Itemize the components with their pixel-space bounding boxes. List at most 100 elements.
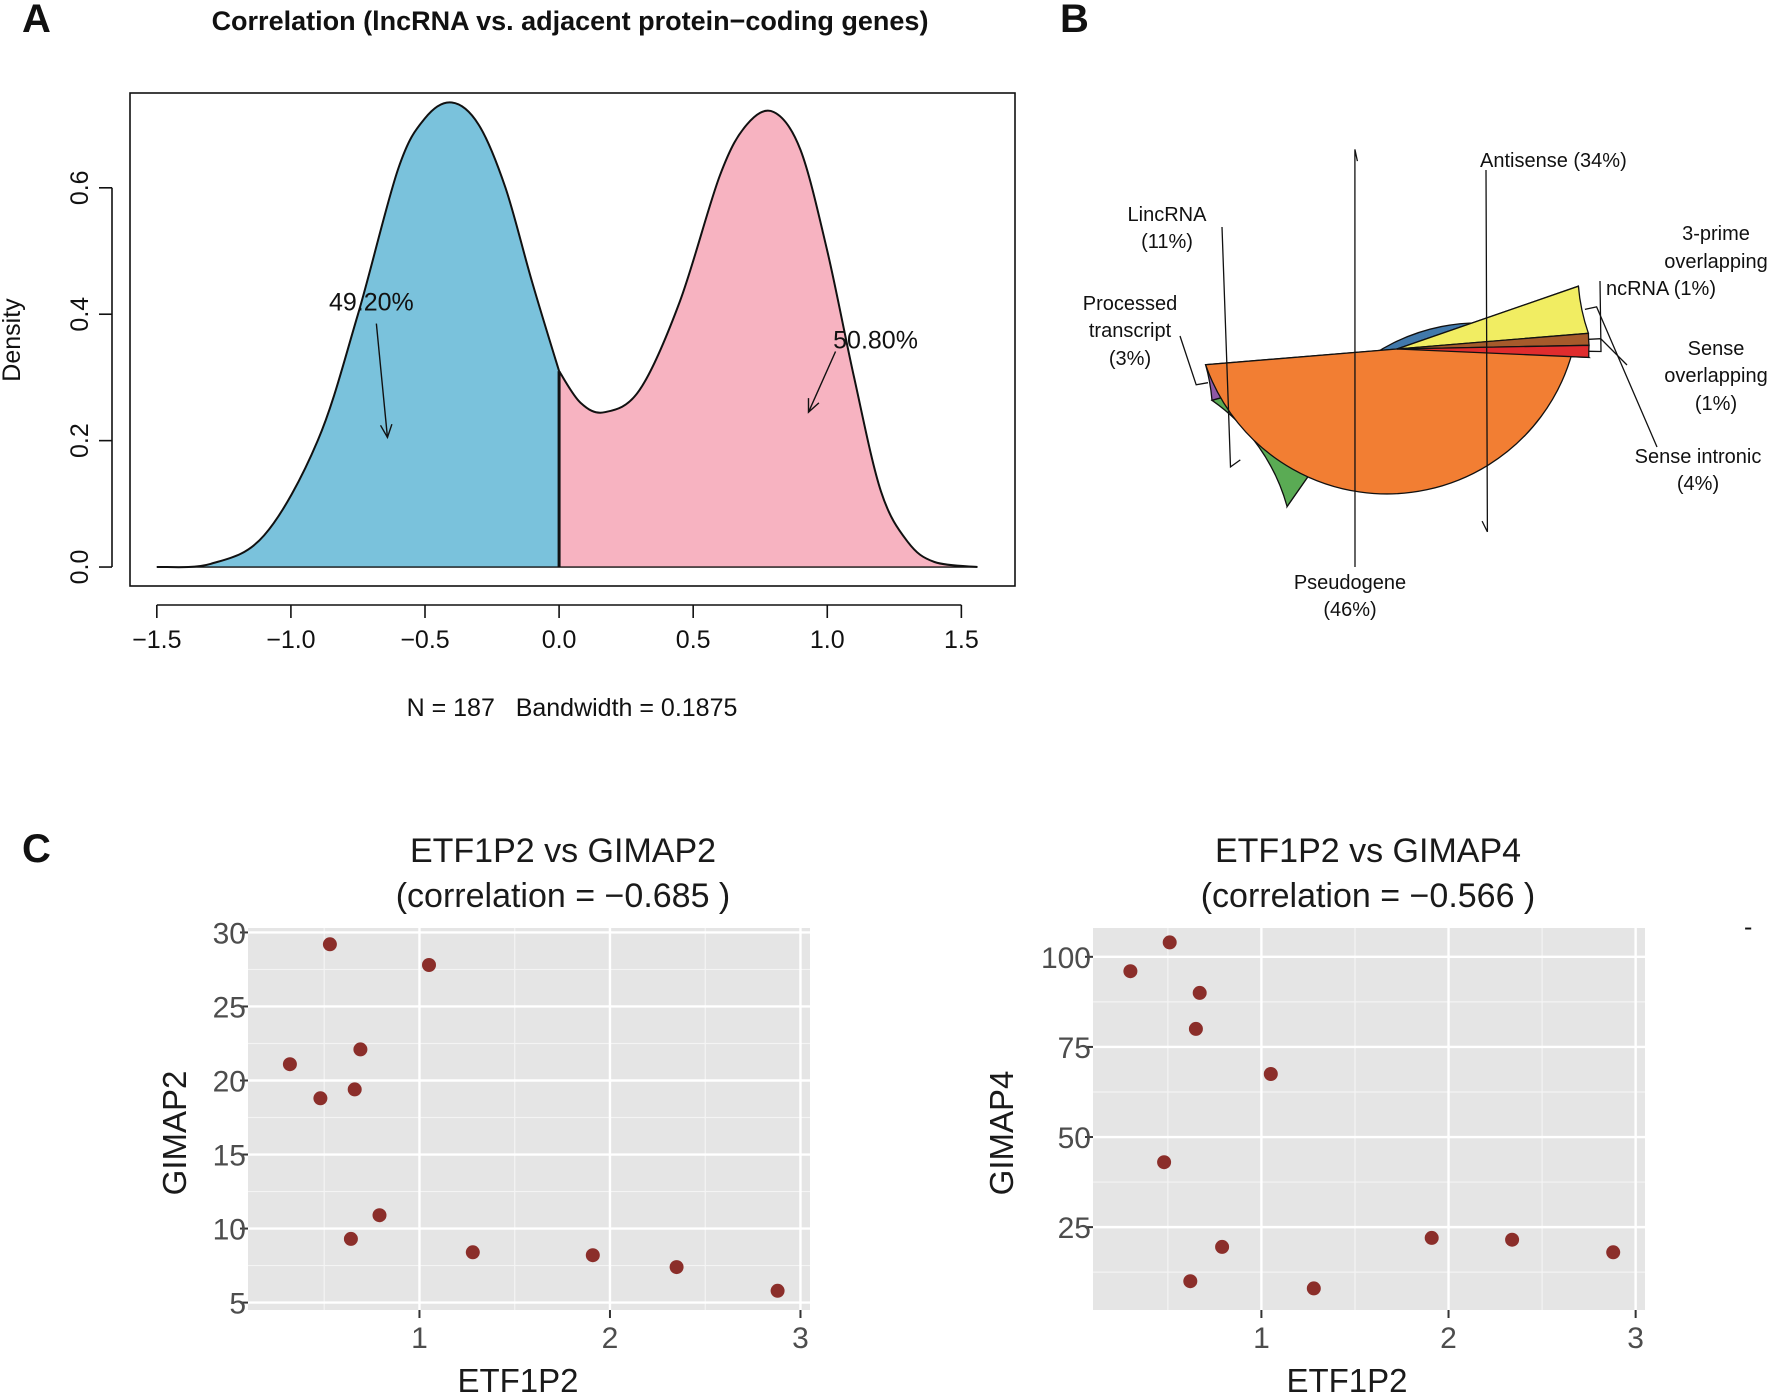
scatter-point bbox=[1123, 964, 1138, 979]
pie-label-three-prime-2: overlapping bbox=[1664, 251, 1767, 273]
scatter-xtick-label: 3 bbox=[792, 1322, 809, 1355]
density-xtick-label: 1.0 bbox=[810, 626, 845, 654]
scatter-point bbox=[422, 958, 436, 972]
scatter-point bbox=[343, 1231, 358, 1246]
scatter-point bbox=[1192, 985, 1207, 1000]
scatter-ytick-label: 15 bbox=[213, 1140, 246, 1173]
scatter-point bbox=[669, 1260, 684, 1275]
scatter-point bbox=[372, 1208, 387, 1223]
pie-label-processed-2: transcript bbox=[1089, 320, 1172, 342]
pie-label-sense-intronic-1: Sense intronic bbox=[1635, 446, 1762, 468]
pie-slice-3-prime bbox=[1396, 344, 1590, 359]
pie-label-sense-overlapping-3: (1%) bbox=[1695, 393, 1737, 415]
pie-label-processed-1: Processed bbox=[1083, 293, 1178, 315]
scatter-ytick-label: 5 bbox=[229, 1288, 246, 1321]
pie-chart: Antisense (34%) LincRNA (11%) Processed … bbox=[1083, 149, 1768, 621]
scatter-point bbox=[1606, 1245, 1621, 1260]
scatter-point bbox=[347, 1082, 362, 1097]
pie-label-pseudogene-2: (46%) bbox=[1323, 599, 1376, 621]
annotation-negative-pct: 49.20% bbox=[329, 289, 414, 317]
scatter-ytick-label: 25 bbox=[213, 991, 246, 1024]
density-ytick-label: 0.0 bbox=[66, 550, 94, 585]
scatter-point bbox=[1157, 1155, 1172, 1170]
panel-label-a: A bbox=[22, 0, 51, 41]
density-xtick-label: 0.0 bbox=[542, 626, 577, 654]
density-fill-positive bbox=[559, 110, 978, 568]
pie-label-lincrna-2: (11%) bbox=[1141, 231, 1193, 253]
scatter-point bbox=[1162, 935, 1177, 950]
scatter-point bbox=[1188, 1021, 1203, 1036]
density-xlabel: N = 187 Bandwidth = 0.1875 bbox=[407, 694, 738, 722]
scatter-gimap2-title-2: (correlation = −0.685 ) bbox=[396, 877, 731, 915]
pie-leader-line bbox=[1588, 280, 1602, 353]
scatter-ytick-label: 100 bbox=[1041, 942, 1091, 975]
pie-label-sense-overlapping-1: Sense bbox=[1688, 338, 1745, 360]
scatter-ytick-label: 30 bbox=[213, 917, 246, 950]
density-curve-negative bbox=[156, 101, 561, 569]
scatter-ytick-label: 25 bbox=[1058, 1212, 1091, 1245]
pie-label-three-prime-3: ncRNA (1%) bbox=[1606, 278, 1716, 300]
density-plot-frame bbox=[129, 92, 1016, 587]
scatter-ytick-label: 20 bbox=[213, 1066, 246, 1099]
density-xtick-label: 1.5 bbox=[944, 626, 979, 654]
density-title: Correlation (lncRNA vs. adjacent protein… bbox=[212, 6, 929, 36]
pie-label-lincrna-1: LincRNA bbox=[1128, 204, 1208, 226]
pie-label-antisense: Antisense (34%) bbox=[1480, 150, 1627, 172]
density-ylabel: Density bbox=[0, 298, 26, 382]
scatter-gimap2-title-1: ETF1P2 vs GIMAP2 bbox=[410, 832, 716, 870]
density-xtick-label: −1.0 bbox=[266, 626, 315, 654]
scatter-point bbox=[1183, 1274, 1198, 1289]
density-xtick-label: −1.5 bbox=[132, 626, 181, 654]
scatter-xtick-label: 2 bbox=[1440, 1322, 1457, 1355]
pie-leader-line bbox=[1584, 306, 1658, 448]
panel-label-b: B bbox=[1060, 0, 1089, 41]
density-ytick-label: 0.6 bbox=[66, 170, 94, 205]
scatter-xtick-label: 2 bbox=[602, 1322, 619, 1355]
scatter-xtick-label: 1 bbox=[411, 1322, 428, 1355]
scatter-panel-bg bbox=[248, 928, 810, 1310]
annotation-arrow-line bbox=[375, 323, 389, 438]
scatter-xtick-label: 1 bbox=[1253, 1322, 1270, 1355]
density-curve-positive bbox=[558, 109, 978, 568]
density-fill-negative bbox=[156, 102, 560, 568]
scatter-point bbox=[585, 1248, 600, 1263]
scatter-gimap2-xlabel: ETF1P2 bbox=[457, 1362, 578, 1394]
pie-label-processed-3: (3%) bbox=[1109, 348, 1151, 370]
annotation-arrow-head bbox=[379, 423, 393, 440]
scatter-point bbox=[322, 937, 337, 952]
density-ytick-label: 0.2 bbox=[66, 423, 94, 458]
scatter-gimap2: ETF1P2 vs GIMAP2 (correlation = −0.685 )… bbox=[156, 832, 810, 1394]
pie-leader-line bbox=[1221, 226, 1241, 469]
scatter-gimap4-title-1: ETF1P2 vs GIMAP4 bbox=[1215, 832, 1521, 870]
scatter-gimap4-xlabel: ETF1P2 bbox=[1286, 1362, 1407, 1394]
scatter-gimap4: ETF1P2 vs GIMAP4 (correlation = −0.566 )… bbox=[983, 832, 1645, 1394]
pie-label-sense-intronic-2: (4%) bbox=[1677, 473, 1719, 495]
annotation-positive-pct: 50.80% bbox=[833, 327, 918, 355]
scatter-ytick-label: 10 bbox=[213, 1214, 246, 1247]
scatter-gimap4-ylabel: GIMAP4 bbox=[983, 1071, 1020, 1196]
density-xtick-label: 0.5 bbox=[676, 626, 711, 654]
scatter-gimap4-title-2: (correlation = −0.566 ) bbox=[1201, 877, 1536, 915]
pie-leader-line bbox=[1481, 169, 1489, 533]
panel-label-c: C bbox=[22, 827, 51, 871]
scatter-point bbox=[1424, 1230, 1439, 1245]
pie-label-three-prime-1: 3-prime bbox=[1682, 223, 1750, 245]
scatter-point bbox=[313, 1091, 328, 1106]
pie-label-pseudogene-1: Pseudogene bbox=[1294, 572, 1406, 594]
scatter-xtick-label: 3 bbox=[1627, 1322, 1644, 1355]
density-xtick-label: −0.5 bbox=[400, 626, 449, 654]
pie-label-sense-overlapping-2: overlapping bbox=[1664, 365, 1767, 387]
scatter-point bbox=[770, 1283, 785, 1298]
scatter-point bbox=[1306, 1281, 1321, 1296]
scatter-point bbox=[1263, 1067, 1278, 1081]
density-chart: Correlation (lncRNA vs. adjacent protein… bbox=[0, 6, 1016, 722]
pie-leader-line bbox=[1354, 149, 1359, 568]
annotation-arrow-line bbox=[807, 351, 837, 413]
scatter-point bbox=[1215, 1239, 1230, 1254]
density-ytick-label: 0.4 bbox=[66, 297, 94, 332]
annotation-arrow-head bbox=[807, 398, 820, 414]
scatter-point bbox=[282, 1057, 297, 1072]
scatter-ytick-label: 50 bbox=[1058, 1122, 1091, 1155]
pie-leader-line bbox=[1179, 335, 1209, 386]
